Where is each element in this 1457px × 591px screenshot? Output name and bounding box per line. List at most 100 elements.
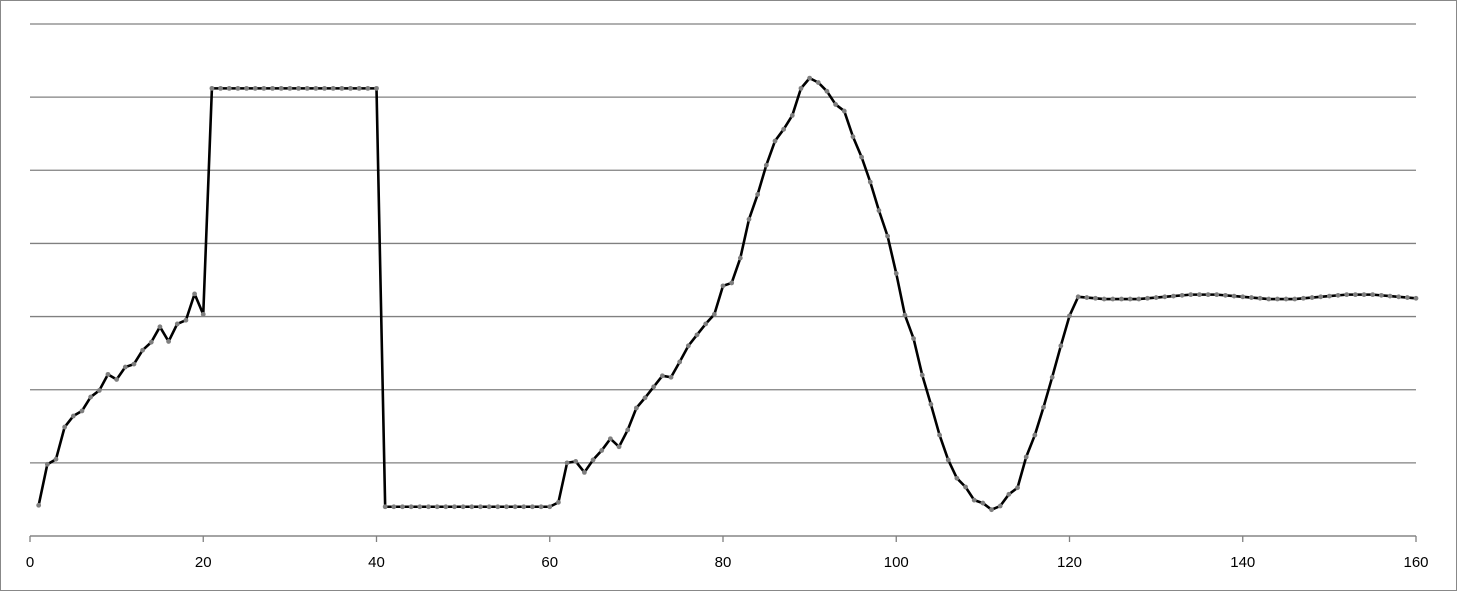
point [296,85,301,91]
point [200,311,206,317]
point [1197,292,1202,298]
point [443,504,449,510]
point [989,507,994,513]
point [278,85,284,91]
x-tick-label: 80 [715,554,732,571]
point [625,427,631,433]
point [997,503,1003,509]
point [582,469,587,475]
point [44,461,50,467]
point [400,504,405,510]
point [902,312,908,318]
point [426,504,431,510]
point [1344,292,1350,298]
point [192,291,197,297]
point [1049,374,1055,380]
point [573,458,579,464]
point [971,497,977,503]
point [36,502,42,508]
point [408,504,414,510]
point [807,75,813,81]
x-tick-label: 100 [884,554,909,571]
point [1300,295,1306,301]
point [746,216,752,222]
point [140,347,146,353]
x-tick-label: 40 [368,554,385,571]
point [642,395,648,401]
point [945,457,951,463]
point [564,460,570,466]
point [1318,294,1324,300]
point [53,456,59,462]
point [382,504,388,510]
x-tick-label: 140 [1230,554,1255,571]
point [1110,296,1116,302]
point [252,85,258,91]
point [330,85,336,91]
point [677,359,683,365]
point [885,233,890,239]
point [633,405,639,411]
point [122,364,128,370]
point [928,401,934,407]
point [1335,292,1341,298]
point [720,283,726,289]
point [356,85,362,91]
x-tick-label: 160 [1403,554,1428,571]
point [469,504,475,510]
point [174,321,180,327]
point [1067,313,1072,319]
point [1041,404,1046,410]
point [1075,294,1081,300]
point [963,484,968,490]
x-tick-label: 0 [26,554,34,571]
point [919,372,925,378]
point [62,424,68,430]
point [183,317,189,323]
point [1205,292,1211,298]
point [79,408,85,414]
point [1058,343,1064,349]
point [980,500,986,506]
point [824,88,830,94]
line [37,76,1417,511]
point [1015,485,1020,491]
point [287,85,293,91]
point [105,371,111,377]
point [157,324,163,330]
point [850,134,856,140]
point [304,85,310,91]
point [815,80,821,85]
point [1292,296,1298,302]
x-tick-label: 20 [195,554,212,571]
point [1136,296,1142,302]
point [1231,293,1237,299]
point [478,504,483,510]
point [270,85,275,91]
point [1283,296,1289,302]
point [616,444,622,450]
point [729,280,735,286]
point [1214,292,1220,298]
point [1326,293,1332,299]
point [1101,296,1107,302]
x-tick-label: 60 [541,554,558,571]
point [694,332,700,338]
point [841,108,847,114]
point [114,377,120,382]
point [226,85,232,91]
point [1378,292,1384,298]
point [218,85,223,91]
point [1275,296,1280,302]
point [1370,292,1376,298]
point [1032,432,1038,438]
point [798,85,804,91]
point [772,138,778,144]
point [781,126,787,132]
point [1188,292,1194,298]
point [495,504,501,510]
point [1404,295,1410,300]
point [460,504,466,510]
